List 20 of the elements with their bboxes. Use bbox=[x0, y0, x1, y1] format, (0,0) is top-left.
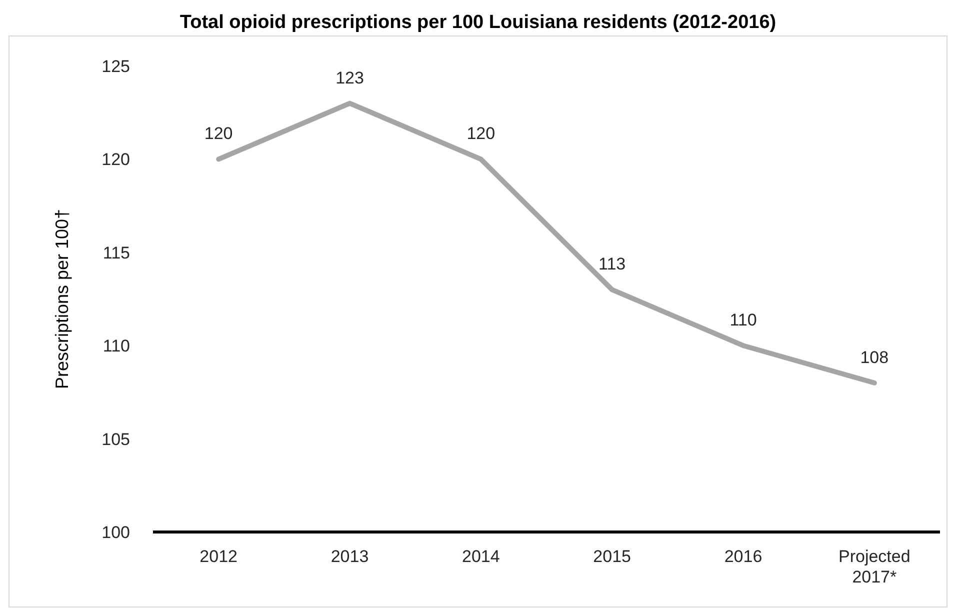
data-label: 120 bbox=[204, 124, 233, 144]
data-label: 110 bbox=[730, 310, 757, 330]
y-axis-title: Prescriptions per 100† bbox=[52, 208, 72, 390]
x-tick-label: 2014 bbox=[462, 547, 500, 566]
chart-title: Total opioid prescriptions per 100 Louisiana residents (2012-2016) bbox=[180, 12, 776, 33]
data-label: 113 bbox=[598, 254, 626, 274]
x-tick-label: 2016 bbox=[724, 547, 762, 566]
data-label: 108 bbox=[860, 348, 889, 367]
y-tick-label: 120 bbox=[102, 150, 130, 170]
x-tick-label: 2012 bbox=[200, 547, 238, 566]
y-tick-label: 100 bbox=[102, 522, 130, 542]
x-tick-label: 2015 bbox=[593, 547, 631, 566]
x-tick-label: 2013 bbox=[330, 547, 369, 566]
x-tick-label: Projected 2017* bbox=[838, 547, 910, 586]
y-tick-label: 110 bbox=[102, 336, 130, 356]
y-tick-label: 105 bbox=[102, 430, 130, 449]
data-label: 120 bbox=[466, 124, 496, 144]
y-tick-label: 125 bbox=[102, 56, 130, 76]
data-label: 123 bbox=[336, 68, 364, 88]
y-tick-label: 115 bbox=[102, 243, 130, 262]
